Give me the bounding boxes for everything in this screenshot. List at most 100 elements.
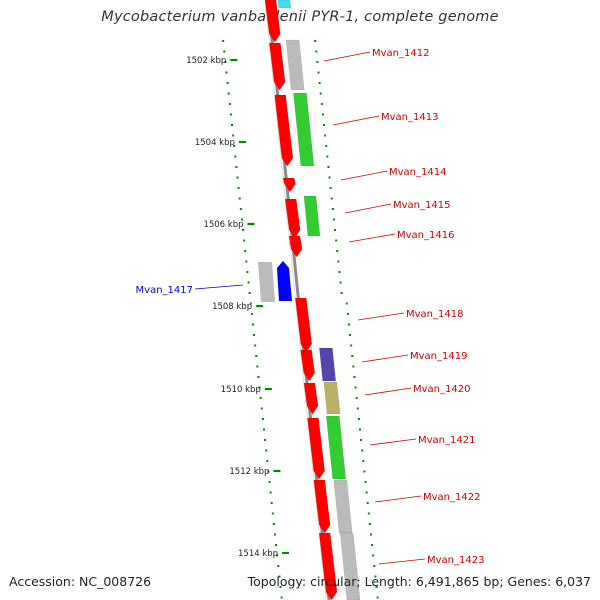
cog-block (303, 195, 321, 237)
cds-arrow-forward (294, 297, 313, 353)
scale-label: 1508 kbp (212, 302, 252, 312)
gc-dot (223, 50, 226, 53)
cog-block (319, 347, 337, 382)
gene-leader-line (194, 284, 244, 290)
scale-label: 1502 kbp (186, 56, 226, 66)
gc-dot (248, 292, 251, 294)
gc-dot-outer (314, 40, 317, 42)
scale-label: 1504 kbp (195, 138, 235, 148)
gc-skew-dots-inner (222, 40, 283, 599)
gc-dot (269, 491, 272, 494)
gc-dot-outer (349, 334, 352, 336)
scale-ticks: 1502 kbp 1504 kbp 1506 kbp 1508 kbp 1510 kbp… (186, 56, 290, 559)
gc-dot (242, 229, 245, 231)
cds-arrow-forward (282, 177, 296, 193)
cds-arrow-forward (288, 235, 303, 258)
cog-block (293, 92, 315, 167)
gc-dot (239, 208, 242, 210)
gc-dot (228, 103, 231, 105)
gc-dot (247, 281, 250, 284)
gene-leader-line (378, 558, 426, 565)
gc-dot (266, 460, 269, 462)
feature-tracks (258, 0, 361, 600)
gc-dot-outer (363, 470, 366, 473)
gc-dot (232, 134, 235, 137)
cds-arrow-forward (274, 94, 294, 167)
gc-dot (256, 365, 259, 368)
gc-dot-outer (340, 292, 343, 294)
gc-dot-outer (320, 103, 323, 105)
gc-dot-outer (362, 460, 365, 462)
gene-label: Mvan_1413 (381, 112, 438, 123)
gc-dot (226, 82, 229, 84)
gc-dot-outer (338, 271, 341, 273)
gc-dot-outer (326, 155, 329, 158)
gc-dot-outer (317, 71, 320, 74)
gene-leader-line (369, 438, 417, 446)
map-title: Mycobacterium vanbaalenii PYR-1, complet… (101, 9, 499, 25)
gc-dot (267, 470, 270, 473)
gc-dot-outer (371, 544, 374, 546)
cds-arrow-forward (318, 532, 338, 600)
accession-text: Accession: NC_008726 (9, 574, 152, 589)
gc-dot-outer (328, 176, 331, 179)
gc-dot (249, 302, 252, 305)
cog-block (325, 415, 347, 480)
gc-dot (245, 260, 248, 263)
gc-dot (265, 449, 268, 452)
scale-label: 1510 kbp (221, 385, 261, 395)
gc-dot-outer (375, 586, 378, 588)
gc-dot-outer (357, 418, 360, 420)
gc-dot-outer (355, 397, 358, 399)
gc-dot-outer (315, 50, 318, 53)
gc-dot (260, 407, 263, 410)
gc-dot (258, 386, 261, 389)
gc-dot-outer (346, 313, 349, 315)
gc-dot (235, 166, 238, 168)
gc-dot (227, 92, 230, 95)
gc-dot (236, 176, 239, 179)
gc-dot (270, 502, 273, 504)
gc-dot-outer (372, 554, 375, 557)
cog-block (258, 262, 275, 302)
gc-dot-outer (358, 428, 361, 431)
gc-dot-outer (337, 260, 340, 263)
scale-label: 1506 kbp (203, 220, 243, 230)
gc-dot (259, 397, 262, 399)
gc-dot-outer (364, 481, 367, 483)
gc-dot-outer (370, 533, 373, 536)
gene-label: Mvan_1416 (397, 230, 454, 241)
genome-summary-text: Topology: circular; Length: 6,491,865 bp… (247, 574, 591, 589)
gc-dot (261, 418, 264, 420)
gene-leader-line (374, 495, 422, 503)
gc-dot (257, 376, 260, 378)
gc-dot (264, 439, 267, 441)
cog-block (277, 0, 292, 9)
cds-arrow-forward (264, 0, 281, 43)
gc-dot-outer (330, 197, 333, 200)
gc-dot (268, 481, 271, 483)
gc-dot (277, 565, 280, 567)
gc-dot (244, 250, 247, 252)
gc-dot-outer (316, 61, 319, 63)
gene-label: Mvan_1417 (136, 285, 193, 296)
gc-dot-outer (336, 250, 339, 252)
gc-dot (279, 586, 282, 588)
gc-dot-outer (361, 449, 364, 452)
cog-block (333, 479, 353, 534)
scale-label: 1514 kbp (238, 549, 278, 559)
cds-arrow-reverse (277, 261, 292, 301)
gc-dot-outer (376, 596, 379, 599)
gc-dot (222, 40, 225, 42)
gc-dot (229, 113, 232, 116)
gc-dot (275, 544, 278, 546)
gc-dot-outer (318, 82, 321, 84)
gene-leader-line (340, 170, 388, 181)
gc-dot-outer (335, 239, 338, 242)
gene-leader-line (361, 354, 409, 363)
gc-dot (231, 124, 234, 126)
gc-dot-outer (351, 355, 354, 357)
gc-dot-outer (319, 92, 322, 95)
gc-dot (276, 554, 279, 557)
gc-dot (238, 197, 241, 200)
